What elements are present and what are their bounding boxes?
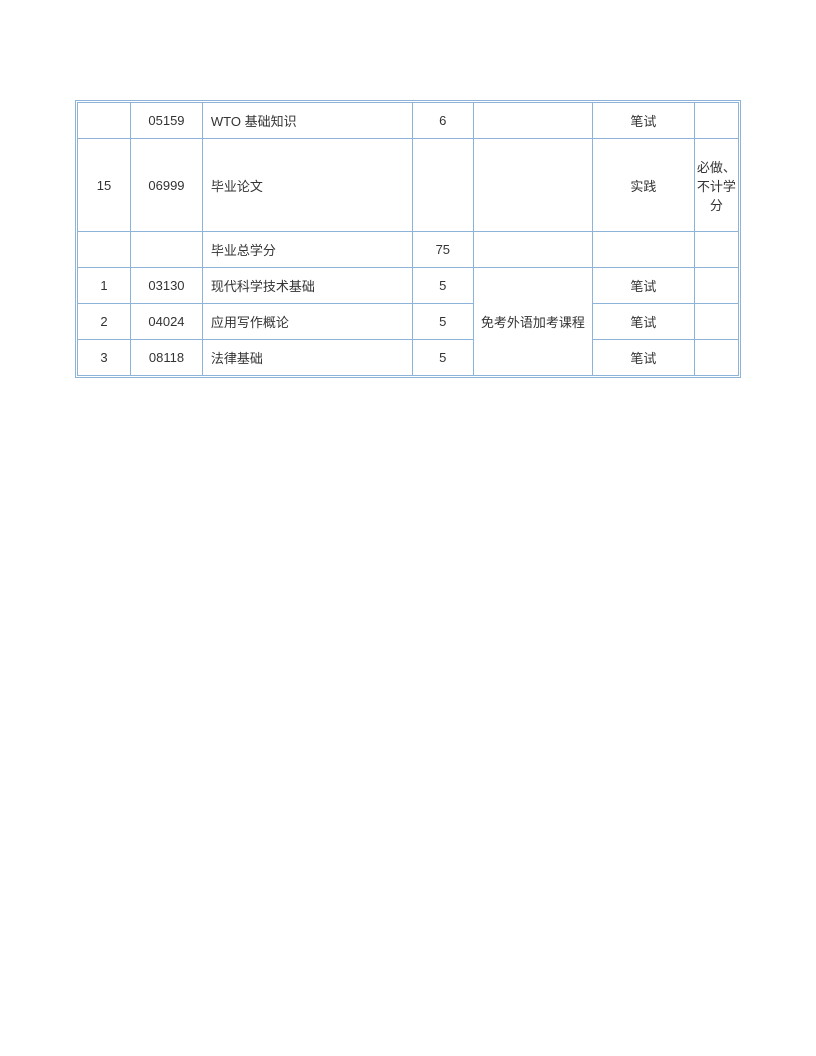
cell-name: WTO 基础知识 (202, 103, 412, 139)
cell-credit: 5 (412, 304, 473, 340)
cell-seq: 1 (78, 268, 131, 304)
cell-name: 应用写作概论 (202, 304, 412, 340)
cell-note: 必做、不计学分 (694, 139, 738, 232)
cell-seq (78, 232, 131, 268)
cell-credit (412, 139, 473, 232)
cell-name: 现代科学技术基础 (202, 268, 412, 304)
table-row: 05159 WTO 基础知识 6 笔试 (78, 103, 739, 139)
cell-category (473, 103, 592, 139)
cell-method: 实践 (593, 139, 695, 232)
cell-method (593, 232, 695, 268)
cell-category-merged: 免考外语加考课程 (473, 268, 592, 376)
cell-code: 06999 (131, 139, 203, 232)
course-table: 05159 WTO 基础知识 6 笔试 15 06999 毕业论文 实践 必做、… (77, 102, 739, 376)
cell-note (694, 268, 738, 304)
table-row: 1 03130 现代科学技术基础 5 免考外语加考课程 笔试 (78, 268, 739, 304)
cell-method: 笔试 (593, 340, 695, 376)
table-row: 3 08118 法律基础 5 笔试 (78, 340, 739, 376)
cell-category (473, 139, 592, 232)
table-row: 毕业总学分 75 (78, 232, 739, 268)
table-container: 05159 WTO 基础知识 6 笔试 15 06999 毕业论文 实践 必做、… (75, 100, 741, 378)
cell-code: 03130 (131, 268, 203, 304)
cell-credit: 6 (412, 103, 473, 139)
cell-method: 笔试 (593, 304, 695, 340)
cell-credit: 75 (412, 232, 473, 268)
table-row: 15 06999 毕业论文 实践 必做、不计学分 (78, 139, 739, 232)
cell-method: 笔试 (593, 103, 695, 139)
cell-name: 毕业论文 (202, 139, 412, 232)
cell-credit: 5 (412, 268, 473, 304)
cell-note (694, 232, 738, 268)
cell-seq: 15 (78, 139, 131, 232)
cell-method: 笔试 (593, 268, 695, 304)
cell-credit: 5 (412, 340, 473, 376)
cell-category (473, 232, 592, 268)
cell-note (694, 304, 738, 340)
cell-code: 04024 (131, 304, 203, 340)
cell-seq: 2 (78, 304, 131, 340)
cell-name: 毕业总学分 (202, 232, 412, 268)
cell-name: 法律基础 (202, 340, 412, 376)
cell-note (694, 103, 738, 139)
cell-code: 05159 (131, 103, 203, 139)
cell-note (694, 340, 738, 376)
cell-code (131, 232, 203, 268)
cell-code: 08118 (131, 340, 203, 376)
table-row: 2 04024 应用写作概论 5 笔试 (78, 304, 739, 340)
cell-seq (78, 103, 131, 139)
cell-seq: 3 (78, 340, 131, 376)
